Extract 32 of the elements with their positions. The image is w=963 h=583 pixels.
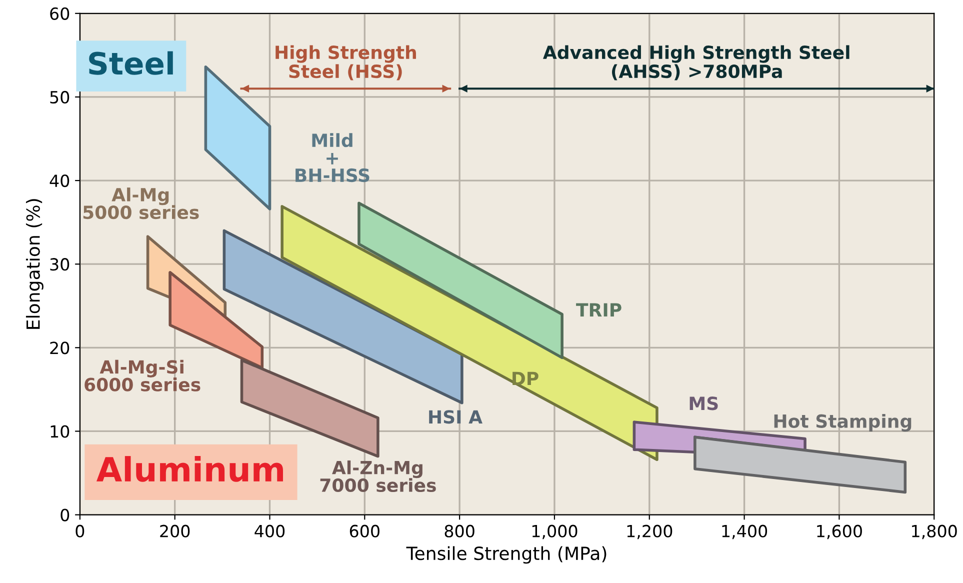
x-tick-label: 200: [160, 524, 190, 538]
x-tick-label: 800: [444, 524, 474, 538]
x-tick-label: 0: [76, 524, 84, 538]
x-tick-label: 1,800: [912, 524, 957, 540]
series-label: Al-Zn-Mg 7000 series: [320, 460, 436, 492]
x-tick-label: 1,000: [532, 524, 578, 540]
annotation: Aluminum: [96, 456, 283, 482]
y-tick-label: 30: [50, 258, 70, 271]
annotation: Steel: [89, 51, 173, 75]
x-tick-label: 1,200: [627, 524, 672, 540]
y-tick-label: 20: [50, 342, 70, 354]
y-tick-label: 40: [50, 174, 70, 188]
series-label: DP: [512, 372, 538, 386]
series-label: TRIP: [576, 303, 622, 316]
series-label: High Strength Steel (HSS): [276, 45, 416, 80]
y-tick-label: 60: [50, 7, 70, 20]
series-label: Al-Mg 5000 series: [83, 188, 199, 220]
y-tick-label: 0: [60, 508, 70, 522]
y-tick-label: 50: [50, 90, 70, 104]
x-tick-label: 600: [350, 524, 380, 538]
x-tick-label: 400: [254, 524, 285, 538]
x-axis-title: Tensile Strength (MPa): [406, 546, 606, 564]
series-label: Hot Stamping: [774, 414, 912, 432]
series-label: MS: [690, 396, 718, 410]
series-label: Advanced High Strength Steel (AHSS) >780MPa: [542, 45, 850, 80]
x-tick-label: 1,600: [817, 524, 862, 540]
y-tick-label: 10: [50, 425, 70, 438]
series-label: Al-Mg-Si 6000 series: [84, 360, 200, 392]
x-tick-label: 1,400: [722, 524, 768, 540]
series-label: Mild + BH-HSS: [296, 133, 370, 182]
y-axis-title: Elongation (%): [26, 199, 44, 329]
series-label: HSI A: [429, 410, 482, 424]
